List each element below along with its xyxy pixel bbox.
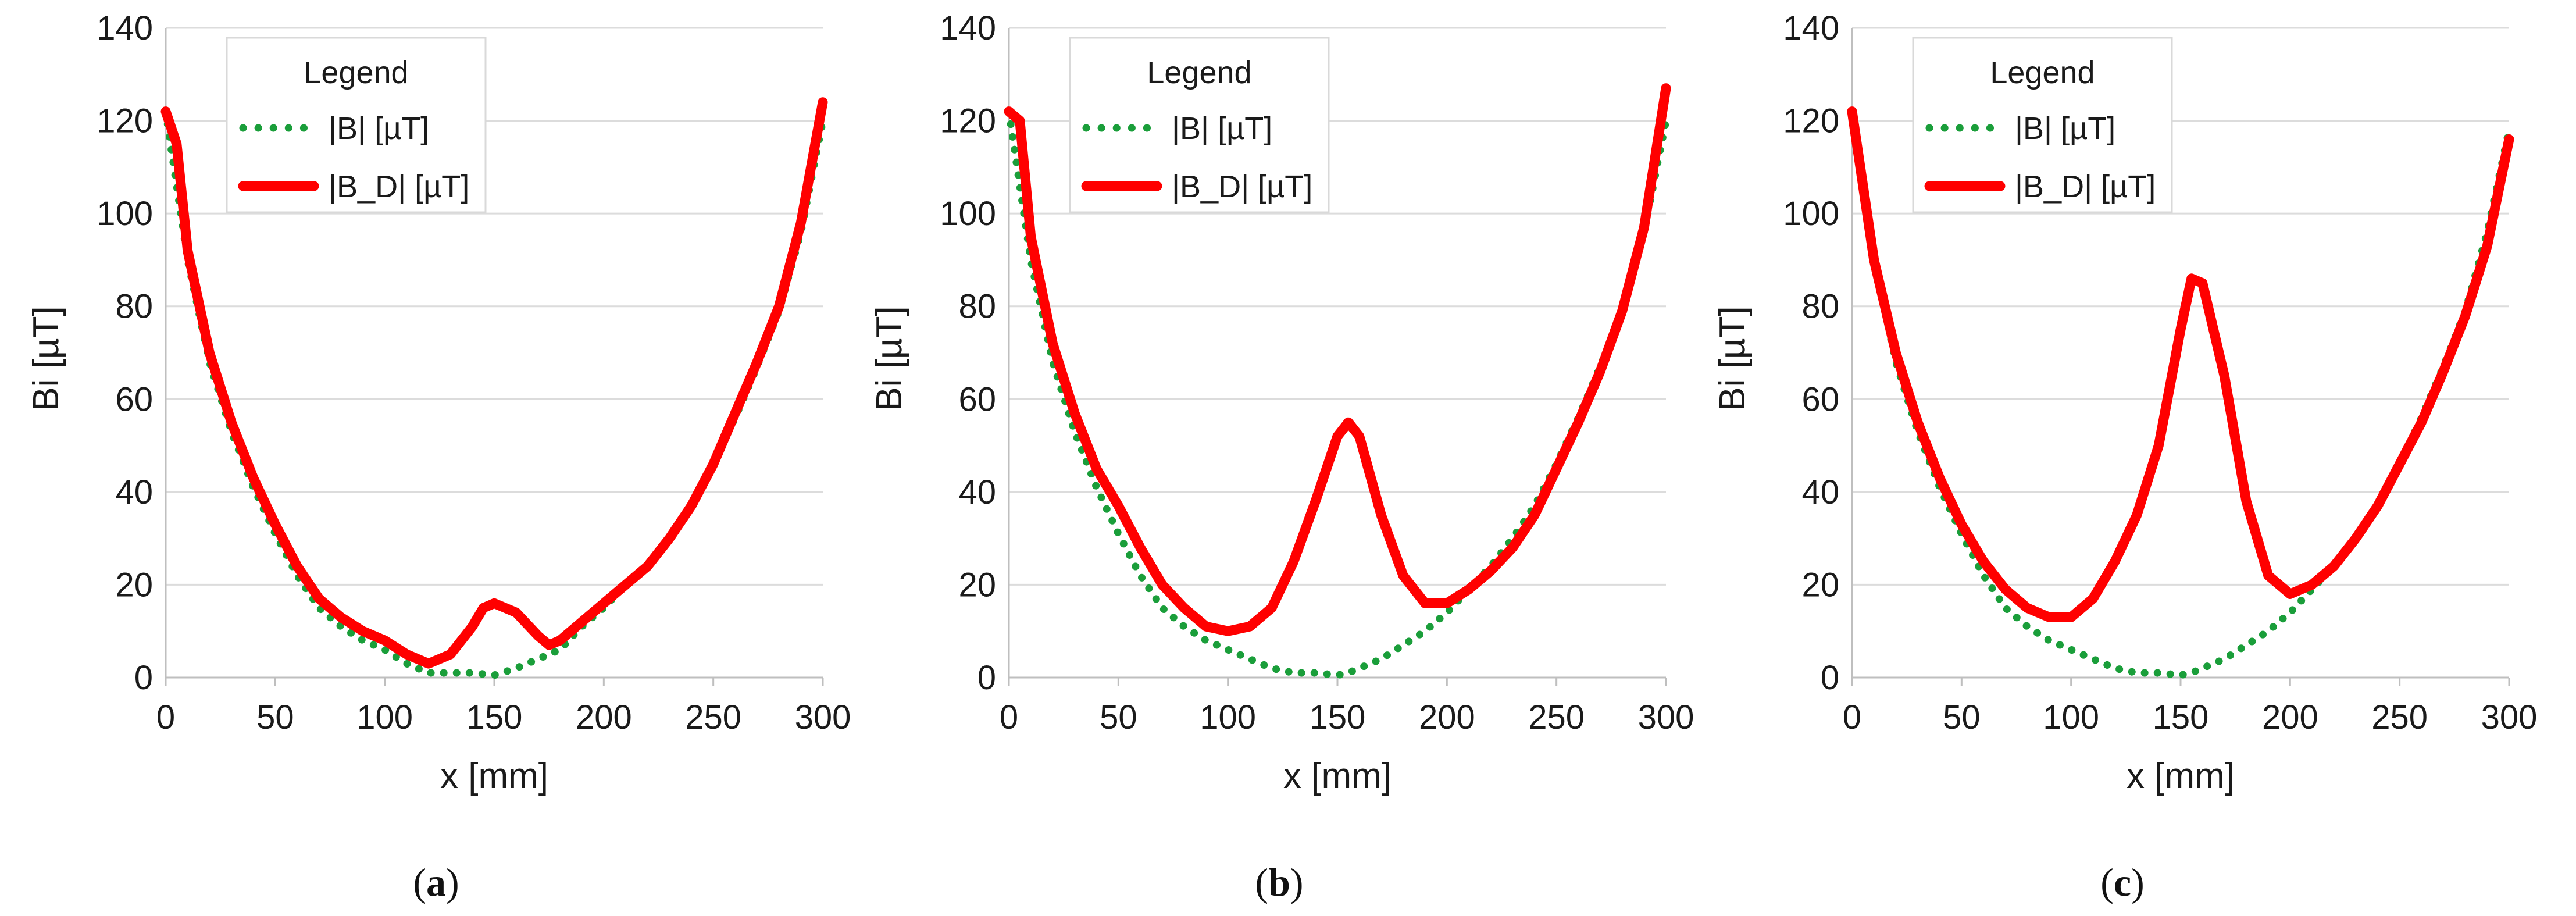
legend: Legend |B| [µT] |B_D| [µT] <box>1912 37 2173 213</box>
series-bd-line <box>1004 83 1671 636</box>
legend-title: Legend <box>1990 55 2095 90</box>
x-tick-label: 150 <box>466 698 523 736</box>
legend-entry-label: |B_D| [µT] <box>2015 169 2156 204</box>
x-axis-title: x [mm] <box>1283 756 1392 796</box>
x-tick-label: 50 <box>256 698 294 736</box>
y-tick-label: 0 <box>134 659 153 697</box>
x-tick-label: 250 <box>1528 698 1585 736</box>
y-tick-label: 20 <box>1801 566 1839 604</box>
legend-entry-label: |B| [µT] <box>329 111 429 146</box>
y-axis-title: Bi [µT] <box>1712 306 1753 411</box>
x-tick-label: 0 <box>1000 698 1018 736</box>
legend-entry-label: |B_D| [µT] <box>329 169 469 204</box>
x-tick-label: 150 <box>2153 698 2209 736</box>
y-tick-label: 140 <box>940 9 996 47</box>
series-b-line <box>1848 108 2513 679</box>
y-tick-label: 80 <box>115 288 153 326</box>
series-b-line <box>1005 108 1670 679</box>
legend-title: Legend <box>1147 55 1251 90</box>
x-tick-label: 300 <box>1638 698 1694 736</box>
x-tick-label: 100 <box>1200 698 1256 736</box>
y-tick-label: 40 <box>958 473 996 511</box>
y-tick-label: 40 <box>1801 473 1839 511</box>
x-tick-label: 200 <box>1419 698 1475 736</box>
x-tick-label: 100 <box>2043 698 2099 736</box>
y-tick-label: 0 <box>977 659 996 697</box>
y-tick-label: 100 <box>1783 195 1839 233</box>
y-tick-label: 0 <box>1821 659 1839 697</box>
caption-open: ( <box>1255 860 1268 904</box>
caption-letter: a <box>426 860 446 904</box>
legend-entry-label: |B| [µT] <box>1172 111 1272 146</box>
panel-caption: (a) <box>413 860 459 904</box>
y-tick-label: 40 <box>115 473 153 511</box>
x-tick-label: 200 <box>576 698 632 736</box>
legend-entry-label: |B_D| [µT] <box>1172 169 1312 204</box>
panel-caption: (c) <box>2100 860 2145 904</box>
y-tick-label: 120 <box>97 102 153 140</box>
panel-caption: (b) <box>1255 860 1303 904</box>
caption-letter: c <box>2114 860 2131 904</box>
y-tick-label: 140 <box>1783 9 1839 47</box>
x-tick-label: 300 <box>2481 698 2538 736</box>
caption-open: ( <box>2100 860 2114 904</box>
caption-close: ) <box>1290 860 1304 904</box>
x-tick-label: 50 <box>1943 698 1981 736</box>
y-tick-label: 80 <box>958 288 996 326</box>
x-tick-label: 150 <box>1310 698 1366 736</box>
y-tick-label: 100 <box>97 195 153 233</box>
y-axis-title: Bi [µT] <box>26 306 66 411</box>
legend-box <box>1069 37 1330 213</box>
x-axis-title: x [mm] <box>440 756 548 796</box>
x-tick-label: 250 <box>685 698 741 736</box>
x-tick-label: 250 <box>2371 698 2428 736</box>
x-axis-title: x [mm] <box>2127 756 2235 796</box>
caption-close: ) <box>446 860 459 904</box>
y-tick-label: 60 <box>1801 380 1839 418</box>
x-tick-label: 200 <box>2262 698 2318 736</box>
y-tick-label: 120 <box>940 102 996 140</box>
caption-close: ) <box>2131 860 2145 904</box>
legend: Legend |B| [µT] |B_D| [µT] <box>1069 37 1330 213</box>
x-tick-label: 0 <box>1843 698 1861 736</box>
legend-entry-label: |B| [µT] <box>2015 111 2115 146</box>
x-tick-label: 300 <box>795 698 851 736</box>
x-tick-label: 0 <box>156 698 175 736</box>
y-tick-label: 20 <box>115 566 153 604</box>
y-tick-label: 140 <box>97 9 153 47</box>
y-axis-title: Bi [µT] <box>869 306 909 411</box>
y-tick-label: 20 <box>958 566 996 604</box>
legend-title: Legend <box>304 55 408 90</box>
y-tick-label: 60 <box>115 380 153 418</box>
series-bd-line <box>160 97 828 669</box>
y-tick-label: 60 <box>958 380 996 418</box>
chart-panel-c: 0 20 40 60 80 100 120 140 0 50 100 150 200 250 300 x [m… <box>1712 9 2537 904</box>
series-bd-line <box>1847 106 2514 622</box>
legend: Legend |B| [µT] |B_D| [µT] <box>226 37 487 213</box>
x-tick-label: 50 <box>1100 698 1137 736</box>
x-tick-label: 100 <box>356 698 413 736</box>
caption-open: ( <box>413 860 426 904</box>
y-tick-label: 100 <box>940 195 996 233</box>
caption-letter: b <box>1268 860 1290 904</box>
y-tick-label: 80 <box>1801 288 1839 326</box>
chart-panel-a: 0 20 40 60 80 100 120 140 0 50 100 150 200 250 300 x [m… <box>26 9 851 904</box>
chart-panel-b: 0 20 40 60 80 100 120 140 0 50 100 150 200 250 300 x [m… <box>869 9 1694 904</box>
y-tick-label: 120 <box>1783 102 1839 140</box>
